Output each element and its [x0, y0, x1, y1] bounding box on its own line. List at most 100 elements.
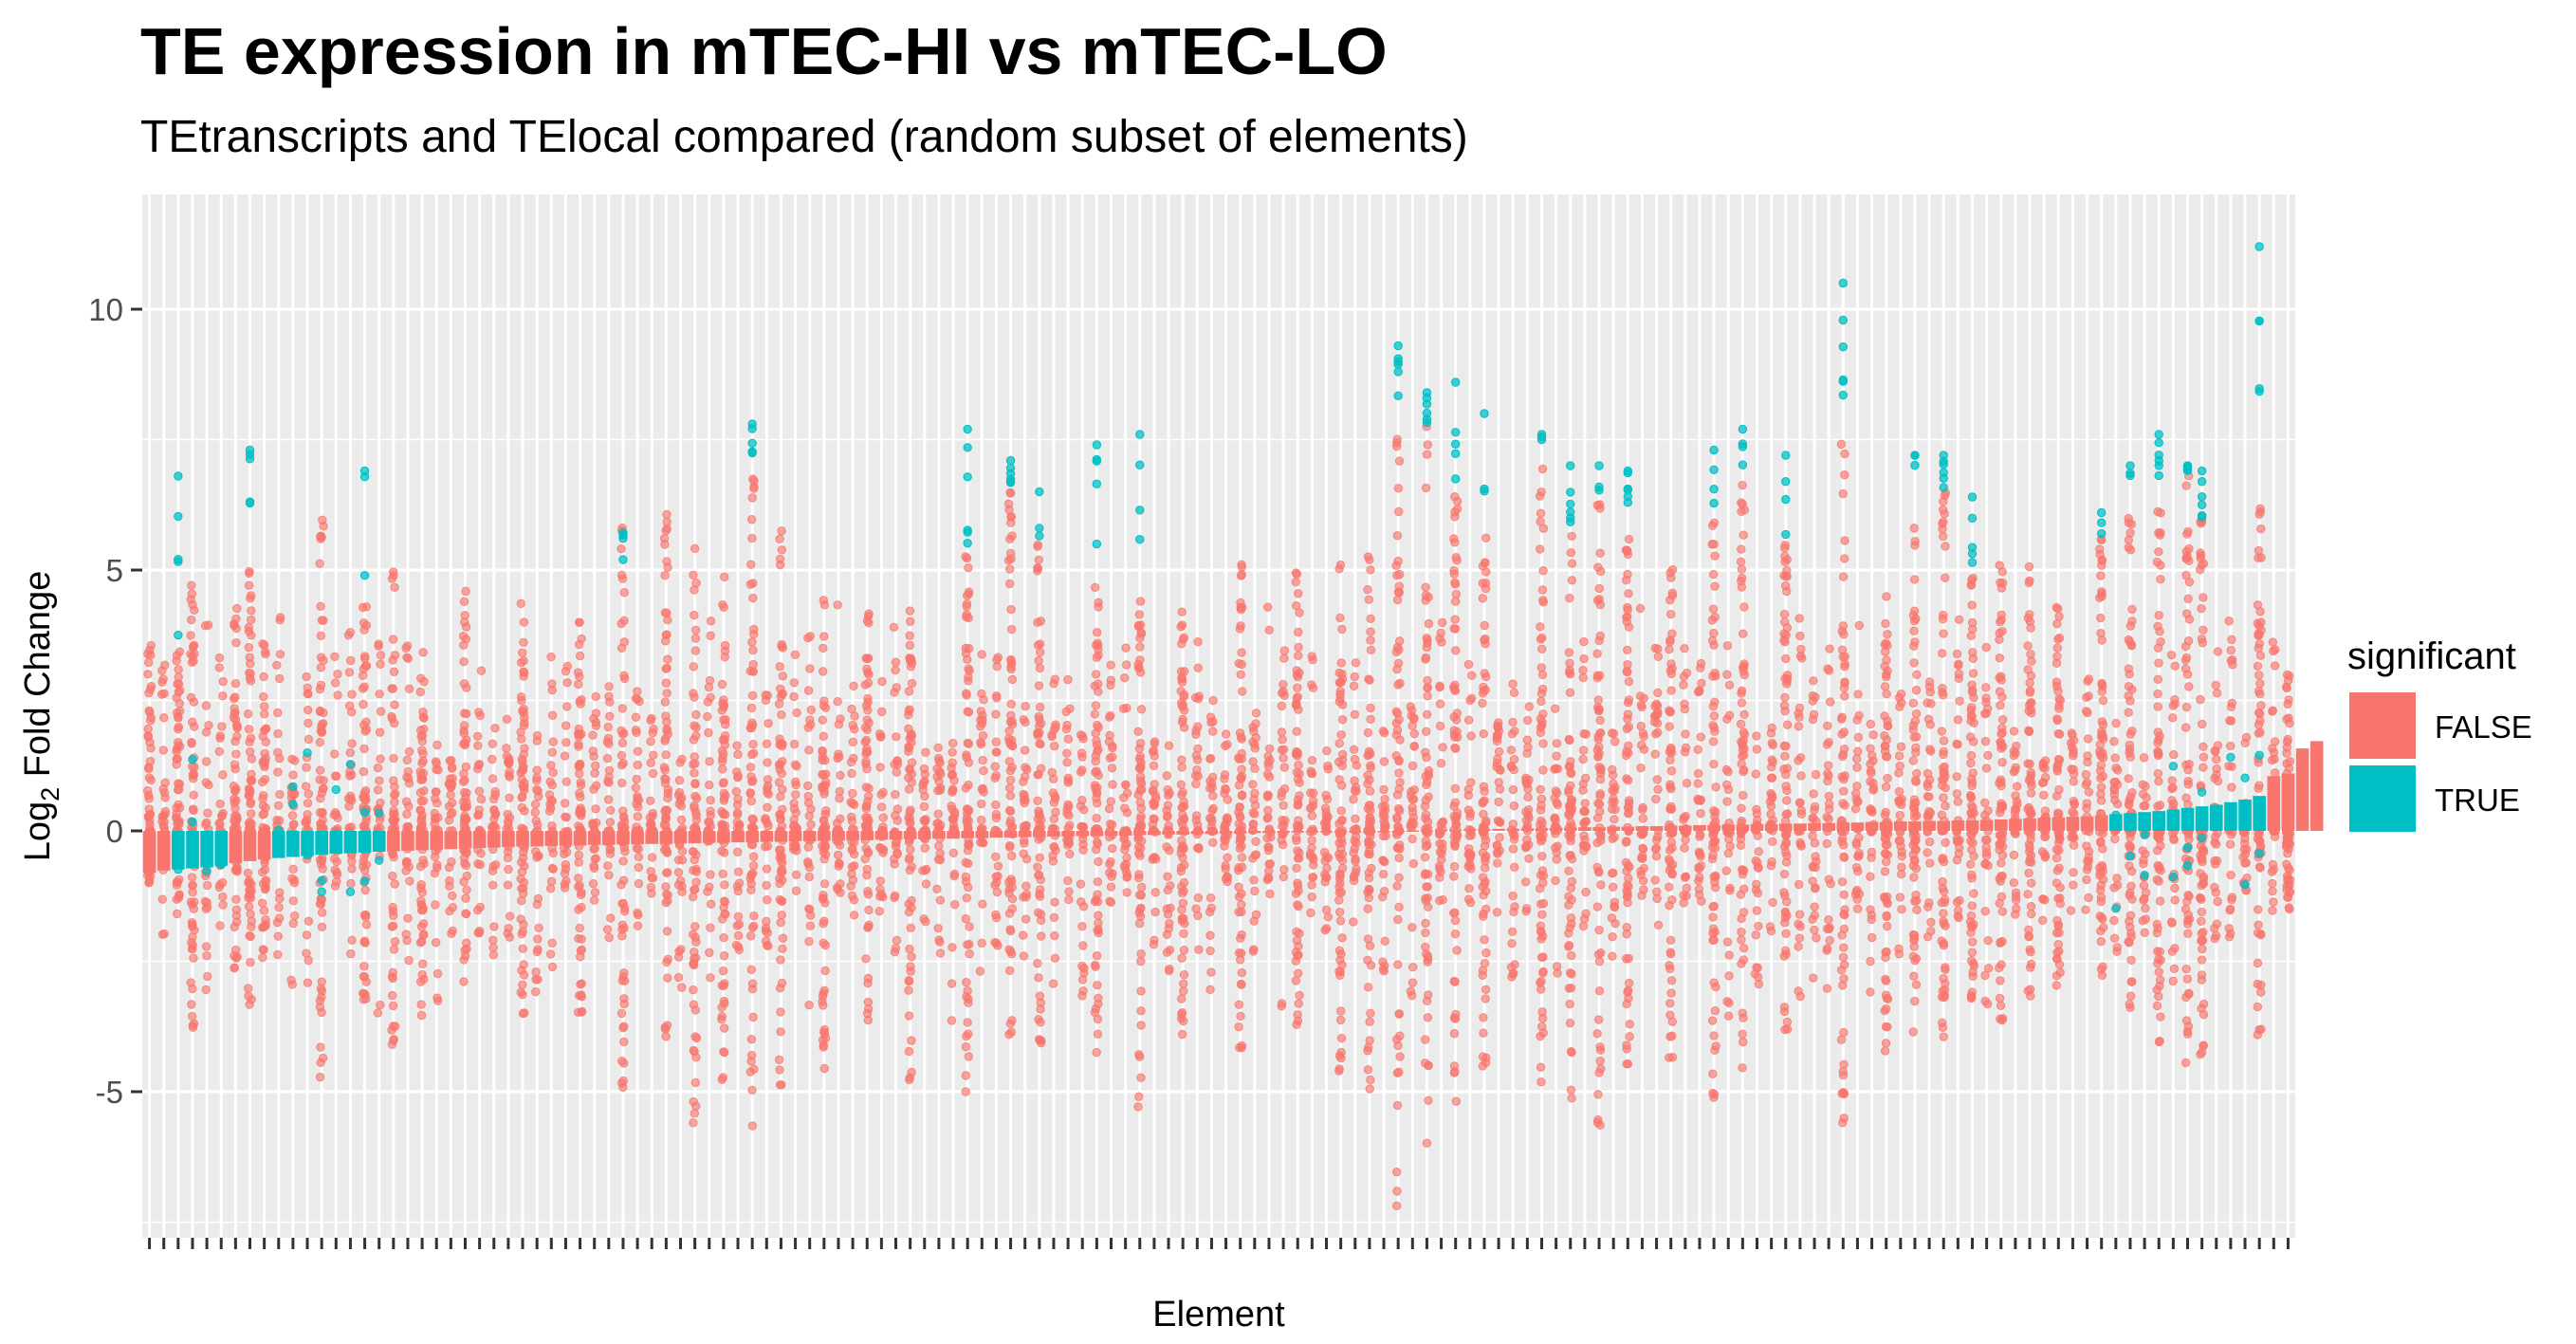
data-point [1163, 872, 1172, 881]
data-point [573, 668, 583, 677]
data-point [288, 864, 298, 875]
data-point [545, 949, 556, 959]
data-point [1481, 852, 1491, 861]
data-point [144, 794, 154, 803]
data-point [706, 923, 715, 932]
data-point [575, 768, 584, 779]
data-point [1036, 1004, 1045, 1014]
data-point [1094, 679, 1103, 689]
data-point [719, 1047, 728, 1057]
data-point [359, 852, 369, 862]
data-point [746, 885, 756, 895]
data-point [490, 786, 500, 797]
data-point [1135, 668, 1146, 677]
data-point [1424, 1095, 1433, 1105]
data-point [1595, 728, 1605, 738]
data-point [1136, 776, 1146, 786]
data-point [805, 715, 815, 725]
data-point [718, 599, 727, 610]
data-point [1223, 876, 1232, 887]
data-point [1592, 671, 1603, 680]
data-point-significant [1035, 487, 1044, 497]
data-point [1205, 893, 1216, 903]
data-point [547, 747, 558, 757]
data-point [1335, 916, 1346, 926]
data-point [1394, 768, 1404, 778]
data-point [244, 725, 254, 734]
data-point [748, 860, 759, 871]
data-point [302, 782, 311, 791]
data-point [460, 709, 469, 718]
data-point [734, 867, 744, 876]
data-point [1177, 1029, 1187, 1040]
data-point [720, 640, 730, 651]
data-point [1250, 801, 1260, 810]
data-point [189, 790, 198, 801]
data-point [991, 877, 1002, 888]
data-point [1595, 548, 1605, 558]
data-point [576, 980, 585, 989]
data-point [516, 657, 526, 668]
data-point [646, 715, 655, 726]
data-point [1236, 621, 1245, 631]
data-point [1537, 851, 1547, 861]
data-point [1592, 902, 1603, 911]
data-point [790, 650, 800, 659]
data-point [1122, 808, 1132, 818]
data-point [1463, 894, 1474, 904]
data-point [402, 935, 412, 946]
data-point [374, 639, 384, 649]
data-point [689, 1096, 698, 1107]
data-point [1094, 598, 1103, 608]
data-point [1594, 583, 1604, 594]
data-point [964, 1052, 974, 1061]
data-point [849, 911, 859, 920]
data-point [791, 808, 800, 818]
data-point [1449, 569, 1460, 579]
data-point [259, 945, 268, 954]
data-point [616, 570, 627, 580]
data-point [775, 845, 784, 855]
data-point [1567, 576, 1577, 585]
data-point [259, 640, 269, 650]
data-point [619, 637, 630, 647]
data-point [316, 1058, 325, 1068]
data-point [488, 935, 498, 945]
data-point [1595, 1120, 1605, 1131]
data-point [1579, 746, 1589, 755]
data-point-significant [245, 454, 255, 464]
data-point [850, 711, 859, 721]
data-point [516, 727, 525, 737]
data-point [1177, 755, 1187, 764]
data-point [964, 998, 973, 1008]
data-point [762, 739, 772, 748]
data-point [892, 935, 902, 946]
data-point [373, 1008, 383, 1018]
data-point [504, 864, 513, 875]
data-point [1005, 791, 1016, 801]
data-point [143, 649, 153, 659]
data-point [503, 757, 513, 767]
data-point [315, 684, 325, 694]
data-point [662, 724, 672, 734]
data-point [1622, 837, 1631, 846]
data-point [577, 934, 586, 944]
data-point [1208, 791, 1218, 801]
data-point [1623, 645, 1632, 655]
data-point [748, 667, 758, 676]
data-point [1567, 876, 1577, 886]
data-point [1553, 968, 1562, 978]
data-point [1121, 660, 1132, 670]
data-point [1006, 554, 1016, 563]
data-point [1178, 819, 1187, 829]
data-point [1537, 585, 1548, 595]
data-point [1293, 774, 1303, 784]
data-point [245, 790, 254, 801]
data-point [1395, 1052, 1405, 1061]
data-point [964, 672, 973, 682]
data-point [1481, 583, 1491, 594]
data-point [1177, 672, 1187, 683]
data-point [186, 595, 195, 604]
data-point [1350, 672, 1360, 682]
data-point [745, 788, 755, 798]
